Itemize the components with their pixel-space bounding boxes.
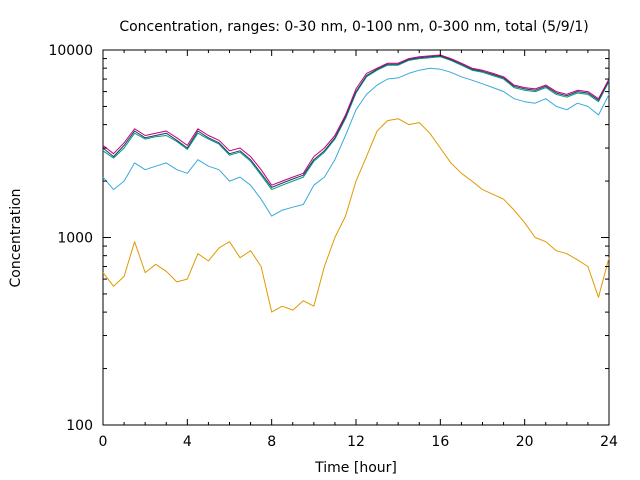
y-tick-label: 1000 <box>57 231 93 247</box>
x-axis-label: Time [hour] <box>314 460 397 476</box>
x-tick-label: 0 <box>99 434 108 450</box>
x-tick-label: 12 <box>347 434 365 450</box>
x-tick-label: 16 <box>431 434 449 450</box>
y-tick-label: 10000 <box>48 43 93 59</box>
series-layer <box>102 54 610 313</box>
chart-title: Concentration, ranges: 0-30 nm, 0-100 nm… <box>119 19 588 35</box>
ticks-layer: 0 4 8 12 16 20 24 100 1000 10000 <box>48 43 618 450</box>
series-line-5 <box>102 118 610 313</box>
y-axis-label: Concentration <box>8 188 24 287</box>
series-line-4 <box>102 67 610 217</box>
x-tick-label: 8 <box>267 434 276 450</box>
y-tick-label: 100 <box>66 418 93 434</box>
plot-area <box>102 49 610 426</box>
series-line-3 <box>102 56 610 191</box>
series-line-2 <box>102 55 610 188</box>
x-tick-label: 4 <box>183 434 192 450</box>
x-tick-label: 20 <box>516 434 534 450</box>
x-tick-label: 24 <box>600 434 618 450</box>
series-line-1 <box>102 54 610 186</box>
